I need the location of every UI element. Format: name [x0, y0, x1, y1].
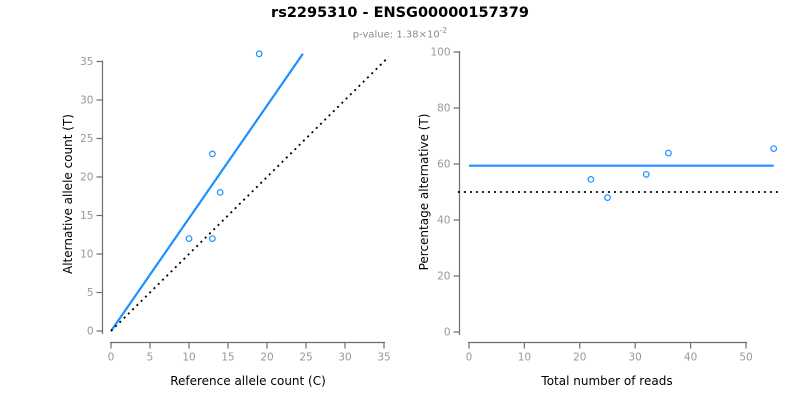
data-point — [208, 235, 216, 243]
data-point — [587, 175, 595, 183]
x-tick-label: 0 — [108, 352, 115, 364]
allele-counts-panel: 0 5 10 15 20 25 30 35 0 5 10 15 20 25 30 35 — [80, 50, 391, 364]
y-tick-label: 60 — [437, 159, 450, 171]
y-tick-label: 0 — [444, 327, 451, 339]
pvalue-times-ten: ×10 — [418, 29, 440, 41]
y-tick-label: 20 — [437, 271, 450, 283]
x-tick-label: 20 — [573, 352, 586, 364]
y-tick-label: 30 — [80, 95, 93, 107]
y-tick-label: 25 — [80, 133, 93, 145]
figure-subtitle: p-value: 1.38×10-2 — [0, 26, 800, 40]
data-point — [604, 194, 611, 202]
x-tick-label: 15 — [221, 352, 234, 364]
x-tick-label: 25 — [299, 352, 312, 364]
identity-line — [110, 56, 390, 332]
y-tick-label: 40 — [437, 215, 450, 227]
x-tick-label: 50 — [739, 352, 752, 364]
data-point — [642, 170, 650, 178]
fit-line — [110, 53, 304, 332]
x-tick-label: 35 — [377, 352, 390, 364]
y-tick-label: 100 — [430, 47, 450, 59]
y-tick-label: 0 — [87, 326, 94, 338]
pvalue-mantissa: 1.38 — [396, 29, 419, 41]
y-tick-label: 10 — [80, 249, 93, 261]
data-point — [665, 149, 672, 157]
x-tick-label: 40 — [684, 352, 697, 364]
data-point — [185, 235, 193, 243]
data-point — [208, 150, 216, 158]
x-tick-label: 30 — [629, 352, 642, 364]
y-tick-label: 15 — [80, 210, 93, 222]
x-axis-title-counts: Reference allele count (C) — [170, 374, 326, 388]
y-tick-label: 80 — [437, 103, 450, 115]
y-axis-title-alt-count: Alternative allele count (T) — [61, 114, 75, 274]
x-tick-label: 5 — [147, 352, 154, 364]
data-point — [770, 145, 778, 153]
data-point — [255, 50, 263, 58]
pvalue-exponent: -2 — [439, 26, 448, 35]
x-tick-label: 10 — [182, 352, 195, 364]
data-point — [216, 188, 224, 196]
x-tick-label: 10 — [518, 352, 531, 364]
y-axis-title-percentage: Percentage alternative (T) — [417, 113, 431, 271]
x-axis-title-reads: Total number of reads — [541, 374, 673, 388]
y-tick-label: 20 — [80, 172, 93, 184]
percentage-vs-coverage-panel: 0 20 40 60 80 100 0 10 20 30 40 50 — [430, 47, 783, 364]
y-tick-label: 35 — [80, 56, 93, 68]
x-tick-label: 20 — [260, 352, 273, 364]
figure-title: rs2295310 - ENSG00000157379 — [271, 5, 529, 21]
y-tick-label: 5 — [87, 287, 94, 299]
pvalue-prefix: p-value: — [352, 29, 397, 41]
x-tick-label: 0 — [466, 352, 473, 364]
x-tick-label: 30 — [338, 352, 351, 364]
